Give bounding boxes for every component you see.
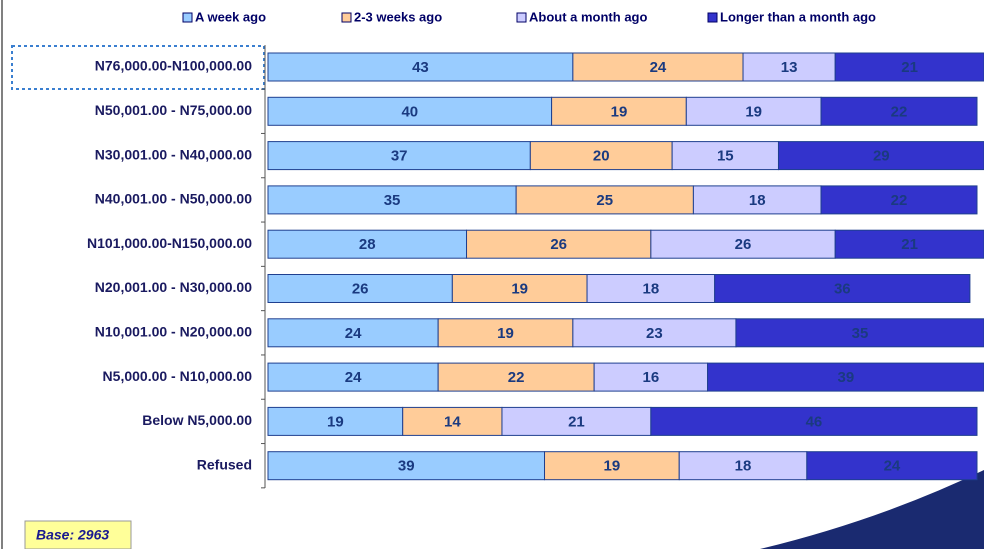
bar-segment: [501, 406, 652, 436]
category-label: N40,001.00 - N50,000.00: [95, 191, 252, 207]
value-label: 35: [852, 325, 869, 342]
value-label: 39: [398, 458, 415, 475]
value-label: 43: [412, 59, 429, 76]
bar-segment: [777, 141, 984, 171]
bar-segment: [707, 362, 984, 392]
value-label: 24: [345, 369, 362, 386]
category-label: N20,001.00 - N30,000.00: [95, 279, 252, 295]
value-label: 28: [359, 236, 376, 253]
legend-swatch: [182, 12, 193, 23]
value-label: 19: [511, 280, 528, 297]
value-label: 21: [901, 236, 918, 253]
annotation: Base: 2963: [36, 527, 109, 543]
value-label: 22: [508, 369, 525, 386]
value-label: 35: [384, 192, 401, 209]
bar-segment: [544, 451, 680, 481]
value-label: 36: [834, 280, 851, 297]
bar-segment: [678, 451, 808, 481]
bar-segment: [586, 274, 716, 303]
value-label: 40: [401, 103, 418, 120]
value-label: 18: [735, 458, 752, 475]
legend-label: About a month ago: [529, 9, 647, 24]
value-label: 21: [901, 59, 918, 76]
value-label: 26: [550, 236, 567, 253]
value-label: 19: [604, 458, 621, 475]
value-label: 18: [749, 192, 766, 209]
bar-segment: [834, 229, 984, 259]
bar-segment: [267, 185, 517, 215]
value-label: 26: [352, 280, 369, 297]
legend-swatch: [341, 12, 352, 23]
bar-segment: [572, 318, 737, 348]
bar-segment: [820, 185, 978, 215]
bar-segment: [515, 185, 694, 215]
category-label: N10,001.00 - N20,000.00: [95, 324, 252, 340]
value-label: 21: [568, 413, 585, 430]
bar-segment: [692, 185, 822, 215]
value-label: 22: [891, 103, 908, 120]
value-label: 39: [837, 369, 854, 386]
bar-segment: [742, 52, 836, 82]
bar-segment: [735, 318, 984, 348]
value-label: 15: [717, 148, 734, 165]
value-label: 24: [884, 458, 901, 475]
category-label: N76,000.00-N100,000.00: [95, 58, 252, 74]
category-label: N30,001.00 - N40,000.00: [95, 146, 252, 162]
value-label: 23: [646, 325, 663, 342]
bar-segment: [451, 274, 588, 303]
bar-segment: [267, 406, 404, 436]
legend-label: A week ago: [195, 9, 266, 24]
bar-segment: [402, 406, 503, 436]
bar-segment: [466, 229, 652, 259]
value-label: 14: [444, 413, 461, 430]
bar-segment: [529, 141, 673, 171]
bar-segment: [593, 362, 709, 392]
value-label: 25: [596, 192, 613, 209]
value-label: 24: [345, 325, 362, 342]
value-label: 37: [391, 148, 408, 165]
category-label: Refused: [197, 456, 252, 472]
value-label: 46: [806, 413, 823, 430]
value-label: 29: [873, 148, 890, 165]
bar-segment: [650, 229, 836, 259]
category-label: Below N5,000.00: [142, 412, 252, 428]
bar-segment: [834, 52, 984, 82]
decor-swoosh: [760, 470, 984, 549]
bar-segment: [267, 451, 546, 481]
bar-segment: [267, 274, 453, 303]
category-label: N5,000.00 - N10,000.00: [103, 368, 253, 384]
bar-segment: [806, 451, 978, 481]
base-box: [24, 520, 132, 549]
bar-segment: [820, 96, 978, 126]
bar-segment: [267, 362, 439, 392]
value-label: 19: [745, 103, 762, 120]
category-label: N50,001.00 - N75,000.00: [95, 102, 252, 118]
legend-swatch: [707, 12, 718, 23]
value-label: 19: [611, 103, 628, 120]
bar-segment: [714, 274, 971, 303]
bar-segment: [267, 318, 439, 348]
legend-label: Longer than a month ago: [720, 9, 876, 24]
value-label: 22: [891, 192, 908, 209]
bar-segment: [650, 406, 978, 436]
value-label: 26: [735, 236, 752, 253]
highlight-box: [11, 45, 265, 90]
legend-swatch: [516, 12, 527, 23]
bar-segment: [267, 229, 468, 259]
bar-segment: [437, 318, 574, 348]
bar-segment: [267, 96, 553, 126]
value-label: 19: [327, 413, 344, 430]
value-label: 13: [781, 59, 798, 76]
legend-label: 2-3 weeks ago: [354, 9, 442, 24]
value-label: 18: [643, 280, 660, 297]
value-label: 16: [643, 369, 660, 386]
bar-segment: [572, 52, 744, 82]
category-label: N101,000.00-N150,000.00: [87, 235, 252, 251]
value-label: 24: [650, 59, 667, 76]
value-label: 20: [593, 148, 610, 165]
value-label: 19: [497, 325, 514, 342]
